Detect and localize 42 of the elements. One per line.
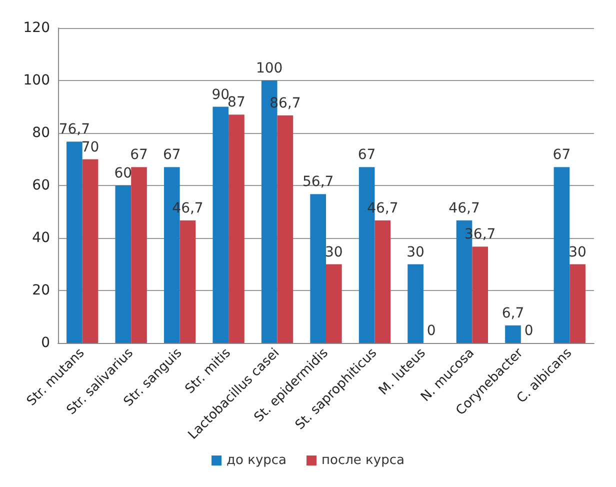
bar (115, 186, 132, 343)
bar (212, 106, 229, 343)
data-label: 67 (162, 147, 181, 164)
data-label: 56,7 (302, 174, 334, 190)
data-label: 67 (130, 147, 148, 164)
bar (472, 246, 488, 343)
legend-label: до курса (226, 453, 287, 468)
data-label: 87 (228, 94, 246, 111)
y-tick-label: 120 (23, 20, 50, 36)
bar (408, 264, 424, 343)
bar (505, 325, 521, 343)
y-tick-label: 100 (23, 72, 50, 88)
y-tick-label: 0 (41, 335, 50, 351)
data-label: 30 (325, 244, 343, 260)
data-label: 46,7 (448, 200, 480, 216)
bar (374, 220, 391, 343)
data-label: 100 (256, 60, 283, 76)
legend-label: после курса (322, 453, 404, 468)
data-label: 70 (81, 139, 100, 156)
bar (131, 167, 147, 343)
bar (82, 159, 98, 343)
data-label: 67 (552, 147, 571, 164)
y-tick-label: 20 (32, 282, 50, 298)
bar (554, 167, 570, 343)
bar (570, 264, 586, 343)
bar (66, 142, 82, 343)
bar (180, 220, 196, 343)
y-tick-label: 80 (32, 125, 50, 141)
data-label: 67 (358, 147, 376, 164)
data-label: 30 (406, 244, 424, 260)
data-label: 6,7 (502, 305, 524, 322)
data-label: 0 (524, 323, 534, 339)
bar (277, 115, 294, 343)
bar (310, 194, 326, 343)
y-tick-label: 60 (32, 178, 50, 194)
data-label: 30 (568, 244, 586, 260)
data-label: 90 (212, 86, 230, 103)
y-tick-label: 40 (32, 230, 50, 246)
bar (326, 264, 342, 343)
data-label: 76,7 (58, 122, 90, 138)
bar (228, 114, 244, 343)
data-label: 0 (426, 323, 436, 339)
